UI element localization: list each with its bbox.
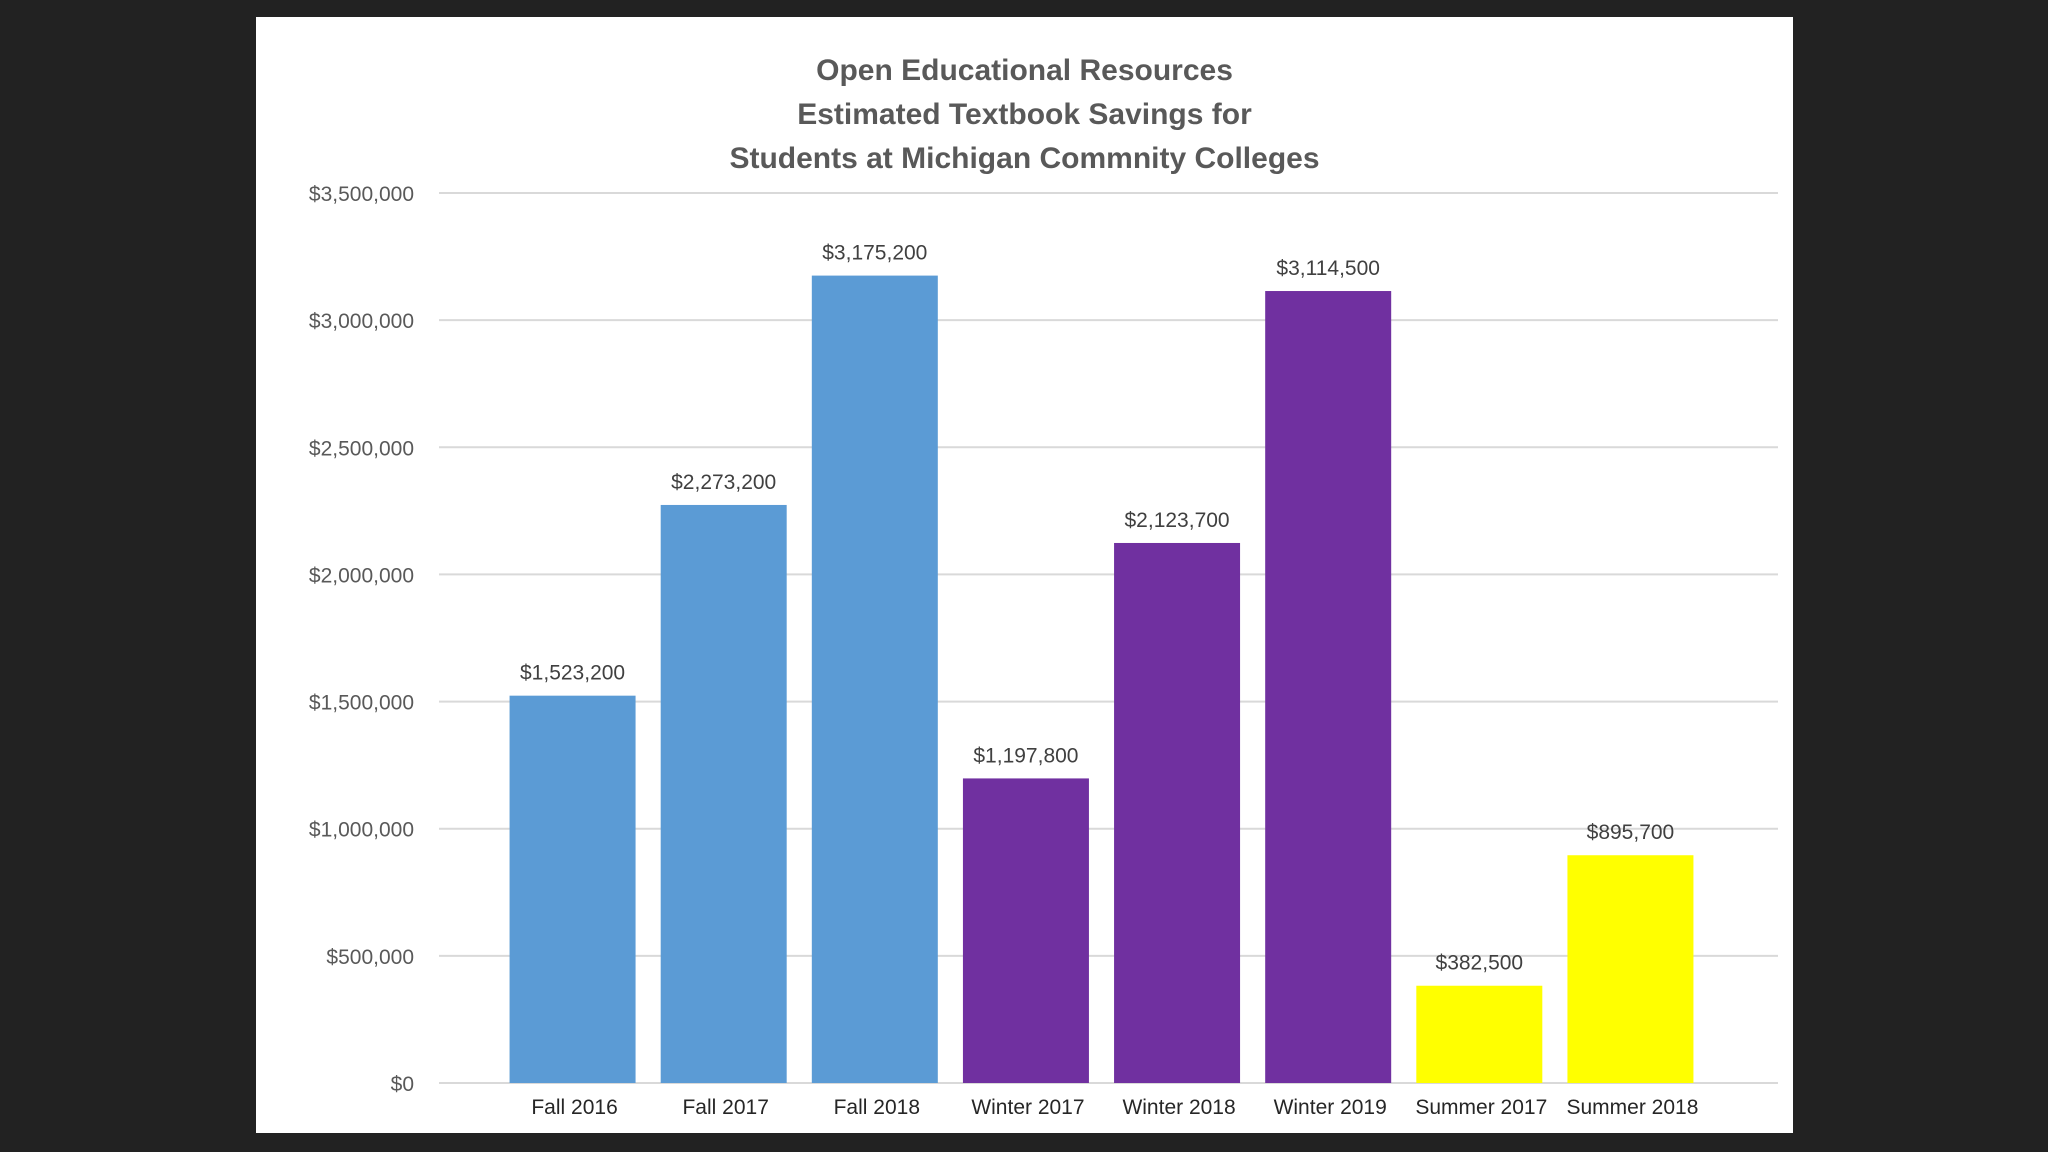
data-label-4: $2,123,700 bbox=[1125, 509, 1230, 532]
bar-5 bbox=[1265, 291, 1392, 1084]
chart-title: Open Educational Resources Estimated Tex… bbox=[256, 49, 1793, 181]
chart-title-line-1: Open Educational Resources bbox=[816, 54, 1233, 87]
category-label-0: Fall 2016 bbox=[531, 1096, 617, 1119]
chart-panel: Open Educational Resources Estimated Tex… bbox=[256, 17, 1793, 1133]
y-tick-label-4: $2,000,000 bbox=[309, 564, 414, 587]
category-label-6: Summer 2017 bbox=[1415, 1096, 1547, 1119]
y-tick-label-5: $2,500,000 bbox=[309, 437, 414, 460]
bar-chart: $0 $500,000 $1,000,000 $1,500,000 $2,000,000… bbox=[309, 183, 1778, 1119]
data-label-1: $2,273,200 bbox=[671, 471, 776, 494]
data-label-7: $895,700 bbox=[1587, 821, 1675, 844]
bar-3 bbox=[962, 778, 1089, 1083]
category-label-7: Summer 2018 bbox=[1566, 1096, 1698, 1119]
y-tick-label-7: $3,500,000 bbox=[309, 183, 414, 206]
data-label-5: $3,114,500 bbox=[1276, 257, 1380, 280]
y-tick-label-6: $3,000,000 bbox=[309, 310, 414, 333]
category-label-4: Winter 2018 bbox=[1122, 1096, 1235, 1119]
category-label-1: Fall 2017 bbox=[682, 1096, 768, 1119]
chart-title-line-3: Students at Michigan Commnity Colleges bbox=[729, 142, 1320, 175]
bar-4 bbox=[1114, 542, 1241, 1083]
data-label-6: $382,500 bbox=[1436, 952, 1524, 975]
bar-2 bbox=[811, 275, 938, 1083]
data-label-3: $1,197,800 bbox=[973, 744, 1078, 767]
data-label-0: $1,523,200 bbox=[520, 662, 625, 685]
category-label-5: Winter 2019 bbox=[1274, 1096, 1387, 1119]
data-label-2: $3,175,200 bbox=[822, 242, 927, 265]
y-tick-label-3: $1,500,000 bbox=[309, 692, 414, 715]
chart-title-line-2: Estimated Textbook Savings for bbox=[797, 98, 1252, 131]
bar-0 bbox=[509, 695, 636, 1083]
bar-6 bbox=[1416, 985, 1543, 1083]
category-label-2: Fall 2018 bbox=[834, 1096, 920, 1119]
bar-7 bbox=[1567, 855, 1694, 1083]
y-tick-label-1: $500,000 bbox=[326, 946, 414, 969]
y-tick-label-2: $1,000,000 bbox=[309, 819, 414, 842]
bar-1 bbox=[660, 504, 787, 1083]
category-label-3: Winter 2017 bbox=[971, 1096, 1084, 1119]
y-tick-label-0: $0 bbox=[391, 1073, 414, 1096]
